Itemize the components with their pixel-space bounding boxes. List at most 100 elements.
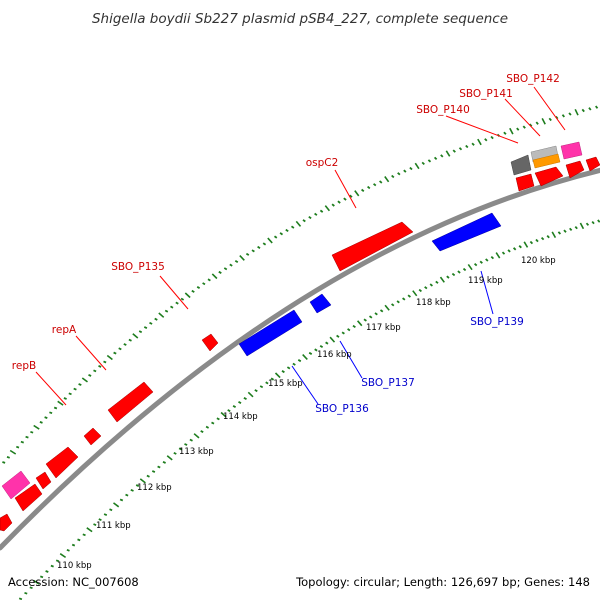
gene-sbo-p140[interactable] bbox=[510, 154, 532, 176]
outer-ring-mark bbox=[143, 326, 148, 330]
outer-ring-mark bbox=[202, 282, 206, 286]
inner-ring-mark bbox=[193, 433, 200, 439]
inner-ring-mark bbox=[50, 564, 54, 568]
gene-repa[interactable] bbox=[107, 381, 154, 423]
outer-ring-mark bbox=[319, 209, 324, 213]
inner-ring-mark bbox=[33, 579, 40, 585]
gene-forward-6[interactable] bbox=[35, 471, 52, 490]
outer-ring-mark bbox=[257, 245, 261, 249]
reverse-strand-genes bbox=[238, 212, 502, 357]
inner-ring-mark bbox=[125, 493, 129, 497]
inner-ring-mark bbox=[173, 451, 177, 455]
inner-ring-mark bbox=[540, 236, 545, 241]
tick-label-110: 110 kbp bbox=[57, 561, 92, 571]
inner-ring-mark bbox=[329, 336, 336, 343]
label-sbo-p142: SBO_P142 bbox=[506, 73, 560, 85]
outer-ring-mark bbox=[267, 237, 273, 244]
outer-ring-mark bbox=[128, 338, 132, 342]
gene-forward-5[interactable] bbox=[45, 446, 79, 479]
outer-ring-mark bbox=[373, 183, 377, 187]
inner-ring-mark bbox=[557, 231, 562, 235]
gene-forward-8[interactable] bbox=[0, 513, 13, 532]
outer-ring-mark bbox=[302, 219, 306, 223]
inner-ring-mark bbox=[435, 280, 439, 284]
inner-ring-mark bbox=[302, 354, 308, 360]
inner-ring-mark bbox=[396, 300, 400, 304]
tick-label-117: 117 kbp bbox=[366, 323, 401, 333]
inner-ring-mark bbox=[86, 527, 93, 533]
inner-ring-mark bbox=[297, 359, 302, 363]
outer-ring-mark bbox=[458, 147, 463, 151]
outer-ring-mark bbox=[403, 169, 407, 173]
gene-forward-4[interactable] bbox=[585, 156, 600, 172]
outer-ring-mark bbox=[414, 162, 420, 170]
inner-ring-mark bbox=[166, 455, 173, 461]
outer-ring-mark bbox=[331, 203, 335, 207]
outer-ring-mark bbox=[16, 445, 20, 449]
inner-ring-mark bbox=[352, 324, 356, 329]
outer-ring-mark bbox=[555, 115, 559, 120]
outer-ring-mark bbox=[581, 108, 585, 113]
outer-ring-mark bbox=[541, 118, 546, 125]
outer-ring-mark bbox=[522, 125, 526, 129]
outer-ring-mark bbox=[588, 107, 592, 111]
gene-sbo-p135[interactable] bbox=[201, 333, 219, 352]
inner-ring-mark bbox=[591, 221, 595, 225]
outer-ring-mark bbox=[503, 131, 507, 135]
gene-sbo-p139[interactable] bbox=[431, 212, 502, 252]
gene-pink-left[interactable] bbox=[1, 470, 31, 500]
outer-ring-mark bbox=[391, 174, 395, 179]
outer-ring-mark bbox=[262, 242, 267, 246]
inner-ring-mark bbox=[139, 478, 146, 484]
gene-forward-7[interactable] bbox=[14, 483, 43, 512]
gene-forward-2[interactable] bbox=[534, 166, 564, 187]
inner-ring-mark bbox=[341, 331, 345, 335]
inner-ring-mark bbox=[24, 591, 28, 595]
tick-label-120: 120 kbp bbox=[521, 256, 556, 266]
outer-ring-mark bbox=[6, 456, 10, 459]
gene-ospc2[interactable] bbox=[331, 221, 414, 272]
gene-sbo-p137[interactable] bbox=[309, 293, 332, 314]
inner-ring-mark bbox=[507, 249, 511, 253]
outer-ring-mark bbox=[427, 159, 432, 163]
inner-ring-mark bbox=[501, 251, 506, 255]
gene-sbo-p142[interactable] bbox=[560, 141, 583, 160]
inner-ring-mark bbox=[535, 238, 539, 243]
outer-ring-mark bbox=[191, 289, 195, 293]
inner-ring-mark bbox=[66, 548, 70, 552]
inner-ring-mark bbox=[189, 438, 193, 442]
position-dot-rings bbox=[2, 105, 600, 600]
outer-ring-mark bbox=[251, 249, 255, 253]
inner-ring-mark bbox=[429, 283, 433, 287]
reverse-gene-label-lines bbox=[291, 270, 494, 405]
inner-ring-mark bbox=[130, 488, 134, 492]
inner-ring-mark bbox=[157, 465, 161, 469]
outer-ring-mark bbox=[184, 292, 191, 299]
inner-ring-mark bbox=[384, 304, 390, 311]
inner-ring-mark bbox=[412, 290, 418, 297]
inner-ring-mark bbox=[319, 344, 324, 349]
outer-ring-mark bbox=[175, 301, 179, 305]
tick-labels: 110 kbp 111 kbp 112 kbp 113 kbp 114 kbp … bbox=[57, 256, 556, 571]
outer-ring-mark bbox=[471, 142, 475, 146]
outer-ring-mark bbox=[295, 220, 302, 227]
inner-ring-mark bbox=[227, 409, 231, 413]
outer-ring-mark bbox=[229, 263, 233, 267]
outer-ring-mark bbox=[78, 383, 82, 386]
outer-ring-mark bbox=[379, 180, 383, 184]
gene-sbo-p141b[interactable] bbox=[532, 153, 561, 169]
gene-sbo-p136[interactable] bbox=[238, 309, 303, 357]
gene-repb[interactable] bbox=[83, 427, 102, 446]
outer-ring-mark bbox=[354, 190, 360, 197]
inner-ring-mark bbox=[254, 389, 258, 393]
inner-ring-mark bbox=[286, 366, 291, 370]
gene-forward-1[interactable] bbox=[515, 173, 535, 192]
gene-forward-3[interactable] bbox=[565, 160, 585, 179]
outer-ring-mark bbox=[196, 286, 201, 289]
inner-ring-mark bbox=[418, 288, 422, 293]
outer-ring-mark bbox=[53, 406, 58, 410]
inner-ring-mark bbox=[336, 334, 340, 338]
outer-ring-mark bbox=[337, 200, 341, 204]
inner-ring-mark bbox=[363, 318, 367, 322]
